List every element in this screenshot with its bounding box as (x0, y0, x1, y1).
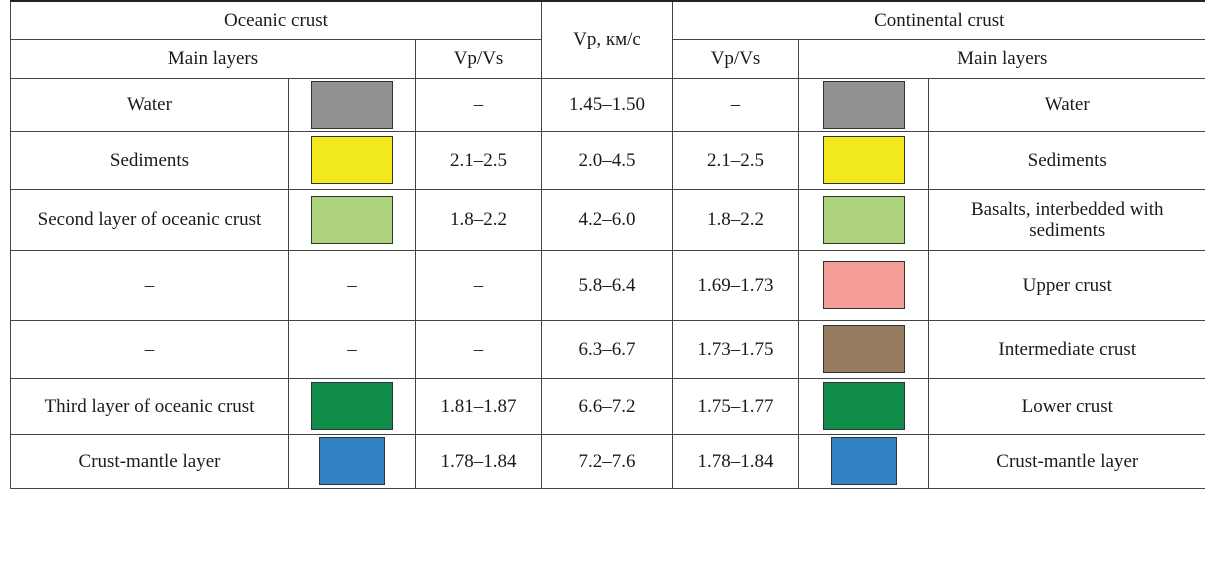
continental-vpvs-value: 1.78–1.84 (672, 433, 799, 489)
oceanic-layer-name: Water (10, 77, 289, 132)
vp-value: 6.6–7.2 (541, 377, 673, 435)
continental-color-swatch (822, 80, 905, 129)
header-row-2: Main layers Vp/Vs Vp/Vs Main layers (10, 38, 1205, 79)
header-vp: Vp, км/с (541, 0, 673, 79)
continental-layer-swatch-cell (798, 377, 929, 435)
continental-layer-swatch-cell (798, 319, 929, 379)
oceanic-vpvs-value: – (415, 319, 542, 379)
continental-vpvs-value: – (672, 77, 799, 132)
continental-vpvs-value: 1.75–1.77 (672, 377, 799, 435)
header-row-1: Oceanic crust Vp, км/с Continental crust (10, 0, 1205, 79)
continental-layer-name: Crust-mantle layer (928, 433, 1205, 489)
header-continental-crust: Continental crust (672, 0, 1205, 40)
continental-layer-name: Water (928, 77, 1205, 132)
header-continental-main-layers: Main layers (798, 38, 1205, 79)
oceanic-layer-name: – (10, 319, 289, 379)
vp-value: 6.3–6.7 (541, 319, 673, 379)
header-oceanic-vpvs: Vp/Vs (415, 38, 542, 79)
continental-layer-swatch-cell (798, 130, 929, 190)
header-oceanic-crust: Oceanic crust (10, 0, 542, 40)
oceanic-layer-swatch-cell (288, 188, 416, 251)
table-row: – – –6.3–6.7 1.73–1.75 Intermediate crust (10, 319, 1205, 379)
oceanic-vpvs-value: – (415, 249, 542, 321)
continental-layer-swatch-cell (798, 77, 929, 132)
table-row: Sediments 2.1–2.5 2.0–4.5 2.1–2.5 Sediments (10, 130, 1205, 190)
header-continental-vpvs: Vp/Vs (672, 38, 799, 79)
oceanic-color-swatch (311, 136, 393, 184)
oceanic-layer-name: Sediments (10, 130, 289, 190)
oceanic-layer-swatch-cell (288, 77, 416, 132)
table-row: Second layer of oceanic crust 1.8–2.2 4.2–… (10, 188, 1205, 251)
continental-color-swatch (822, 136, 905, 184)
oceanic-vpvs-value: 1.78–1.84 (415, 433, 542, 489)
oceanic-color-swatch (311, 382, 393, 430)
vp-value: 7.2–7.6 (541, 433, 673, 489)
vp-value: 4.2–6.0 (541, 188, 673, 251)
continental-vpvs-value: 1.69–1.73 (672, 249, 799, 321)
table-row: Water –1.45–1.50– Water (10, 77, 1205, 132)
continental-color-swatch (822, 195, 905, 244)
continental-color-swatch (830, 437, 897, 485)
table-row: Third layer of oceanic crust 1.81–1.87 6.6… (10, 377, 1205, 435)
continental-layer-name: Upper crust (928, 249, 1205, 321)
continental-layer-swatch-cell (798, 433, 929, 489)
oceanic-vpvs-value: – (415, 77, 542, 132)
oceanic-color-swatch (311, 195, 393, 244)
oceanic-vpvs-value: 1.8–2.2 (415, 188, 542, 251)
oceanic-vpvs-value: 1.81–1.87 (415, 377, 542, 435)
continental-layer-name: Sediments (928, 130, 1205, 190)
oceanic-layer-name: Second layer of oceanic crust (10, 188, 289, 251)
header-oceanic-main-layers: Main layers (10, 38, 416, 79)
crust-layers-table: Oceanic crust Vp, км/с Continental crust… (10, 0, 1205, 489)
continental-color-swatch (822, 382, 905, 430)
oceanic-layer-swatch-cell (288, 130, 416, 190)
continental-vpvs-value: 2.1–2.5 (672, 130, 799, 190)
oceanic-layer-swatch-cell: – (288, 249, 416, 321)
oceanic-layer-swatch-cell (288, 377, 416, 435)
vp-value: 5.8–6.4 (541, 249, 673, 321)
continental-vpvs-value: 1.8–2.2 (672, 188, 799, 251)
continental-layer-name: Lower crust (928, 377, 1205, 435)
continental-layer-swatch-cell (798, 188, 929, 251)
oceanic-layer-name: Third layer of oceanic crust (10, 377, 289, 435)
table-row: – – –5.8–6.4 1.69–1.73 Upper crust (10, 249, 1205, 321)
oceanic-color-swatch (319, 437, 385, 485)
oceanic-vpvs-value: 2.1–2.5 (415, 130, 542, 190)
oceanic-color-swatch (311, 80, 393, 129)
oceanic-layer-swatch-cell: – (288, 319, 416, 379)
continental-vpvs-value: 1.73–1.75 (672, 319, 799, 379)
oceanic-layer-swatch-cell (288, 433, 416, 489)
continental-color-swatch (822, 325, 905, 373)
continental-color-swatch (822, 261, 905, 309)
oceanic-layer-name: – (10, 249, 289, 321)
continental-layer-name: Intermediate crust (928, 319, 1205, 379)
oceanic-layer-name: Crust-mantle layer (10, 433, 289, 489)
table-row: Crust-mantle layer 1.78–1.84 7.2–7.6 1.78–1… (10, 433, 1205, 489)
continental-layer-name: Basalts, interbedded with sediments (928, 188, 1205, 251)
vp-value: 1.45–1.50 (541, 77, 673, 132)
continental-layer-swatch-cell (798, 249, 929, 321)
vp-value: 2.0–4.5 (541, 130, 673, 190)
